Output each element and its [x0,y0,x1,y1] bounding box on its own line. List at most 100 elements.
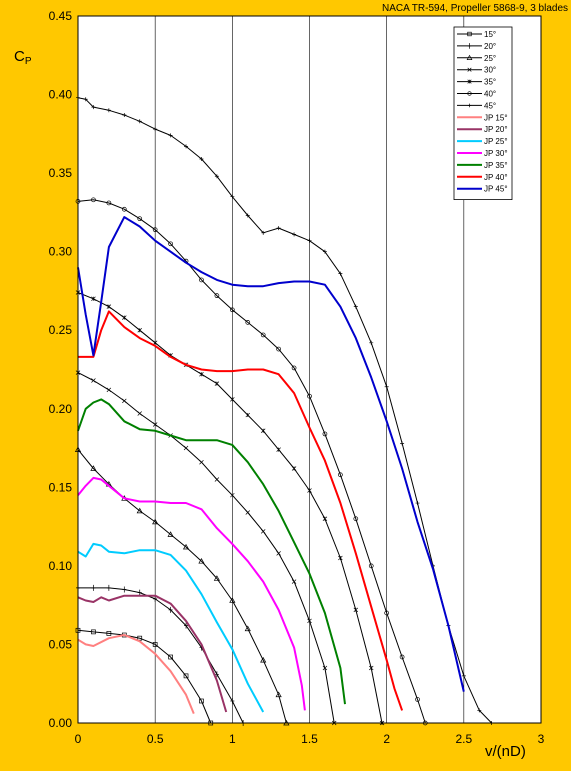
legend-entry: 35° [457,78,496,87]
series-point [307,618,312,624]
x-tick-labels: 0 0.5 1 1.5 2 2.5 3 [75,732,545,746]
series-point [91,584,96,591]
legend-marker [467,31,472,37]
legend-entry: JP 20° [457,125,508,134]
series-point [477,708,482,713]
series-point [137,216,143,222]
legend-entry: 25° [457,54,496,63]
series-point [368,563,374,569]
series-point [245,510,251,515]
series-point [229,597,236,603]
series-point [152,227,158,233]
legend-box [453,26,513,201]
series-point [353,607,359,613]
legend-entry: 45° [457,101,496,110]
series-12 [78,310,404,711]
series-line [78,587,244,724]
legend-entry: JP 15° [457,113,508,122]
series-point [338,555,343,561]
series-point [122,315,127,320]
x-tick-label: 0.5 [147,732,164,746]
series-point [168,606,173,613]
series-point [91,105,96,110]
x-tick-label: 1.5 [301,732,318,746]
series-point [83,97,88,102]
series-point [322,665,328,671]
legend-entry: JP 25° [457,137,508,146]
series-point [353,516,359,522]
series-point [291,466,297,471]
series-point [91,197,96,203]
legend-label: JP 30° [484,149,508,158]
series-point [307,393,312,399]
series-point [91,629,96,635]
series-point [276,346,281,352]
series-point [230,397,235,402]
x-tick-label: 1 [229,732,236,746]
y-tick-label: 0.35 [49,166,73,180]
series-point [121,206,127,212]
series-point [199,277,204,283]
series-point [230,698,235,705]
y-tick-label: 0.45 [49,9,73,23]
series-point [369,340,374,345]
series-line [77,594,228,713]
series-point [199,371,204,377]
series-point [106,631,112,636]
legend-marker [467,43,472,49]
series-point [153,595,158,602]
y-tick-label: 0.15 [49,480,73,494]
series-point [338,271,343,276]
series-point [152,642,158,647]
legend-label: JP 20° [484,125,508,134]
series-3 [75,370,337,726]
series-line [78,310,404,711]
y-tick-label: 0.20 [49,402,73,416]
series-point [106,108,111,113]
series-point [199,459,204,465]
x-tick-label: 3 [538,732,545,746]
legend-label: JP 45° [484,185,508,194]
series-point [122,398,127,404]
series-10 [77,476,306,711]
series-point [245,213,250,218]
series-point [137,119,142,124]
x-axis-label: v/(nD) [485,743,526,760]
series-point [137,411,142,416]
legend-entry: 20° [457,42,496,51]
series-point [198,557,205,564]
series-line [77,629,212,724]
series-line [77,216,465,692]
legend-label: JP 35° [484,161,508,170]
legend-marker [467,67,472,72]
series-point [368,665,374,671]
series-point [260,656,267,663]
series-7 [77,634,195,714]
series-point [229,307,235,313]
series-point [91,378,96,383]
legend-entry: 30° [457,66,496,75]
chart-title: NACA TR-594, Propeller 5868-9, 3 blades [382,3,568,14]
series-point [214,293,220,299]
x-tick-label: 2 [383,732,390,746]
series-point [167,531,174,537]
series-point [322,249,327,254]
series-point [106,387,112,393]
legend-entry: JP 40° [457,173,508,182]
series-point [106,304,112,309]
series-point [91,296,96,302]
series-point [168,241,173,247]
legend: 15° 20° 25° 30° 35° 40° 45° JP 15° JP 20° JP 25° J… [453,26,513,201]
y-tick-labels: 0.00 0.05 0.10 0.15 0.20 0.25 0.30 0.35 0.40 0.45 [49,9,73,730]
legend-entry: 40° [457,90,496,99]
series-point [152,422,158,427]
series-point [106,200,112,206]
series-point [137,635,143,641]
series-9 [77,542,265,713]
series-point [214,671,219,678]
series-point [276,447,281,452]
series-point [322,516,328,522]
y-axis-label: CP [14,48,32,67]
legend-entry: JP 30° [457,149,508,158]
series-13 [77,216,465,692]
